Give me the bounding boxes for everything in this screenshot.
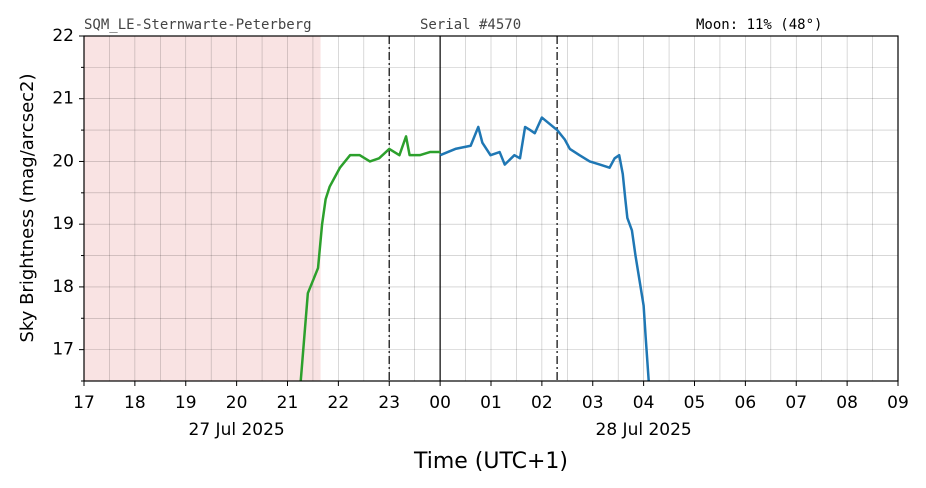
x-tick-label: 07: [785, 393, 807, 413]
moon-label: Moon: 11% (48°): [696, 17, 822, 33]
serial-label: Serial #4570: [420, 17, 521, 33]
x-tick-label: 23: [378, 393, 400, 413]
station-label: SQM_LE-Sternwarte-Peterberg: [84, 17, 312, 33]
date-label: 27 Jul 2025: [189, 420, 285, 440]
x-tick-label: 01: [480, 393, 502, 413]
y-axis-label: Sky Brightness (mag/arcsec2): [17, 73, 38, 342]
y-tick-label: 17: [52, 340, 74, 360]
x-tick-label: 17: [73, 393, 95, 413]
x-tick-label: 05: [684, 393, 706, 413]
x-axis-label: Time (UTC+1): [413, 449, 568, 474]
plot-lines: [299, 116, 650, 381]
twilight-span: [84, 36, 321, 381]
x-tick-label: 03: [582, 393, 604, 413]
y-tick-label: 18: [52, 277, 74, 297]
y-tick-label: 19: [52, 214, 74, 234]
x-tick-label: 09: [887, 393, 909, 413]
y-tick-label: 21: [52, 89, 74, 109]
series-line: [439, 116, 650, 381]
series-line: [299, 135, 441, 381]
y-tick-label: 22: [52, 26, 74, 46]
x-tick-label: 20: [226, 393, 248, 413]
x-tick-label: 18: [124, 393, 146, 413]
x-tick-label: 22: [328, 393, 350, 413]
x-tick-label: 08: [836, 393, 858, 413]
plot-frame: [83, 35, 899, 382]
x-tick-label: 04: [633, 393, 655, 413]
x-tick-label: 21: [277, 393, 299, 413]
x-tick-label: 19: [175, 393, 197, 413]
x-tick-label: 02: [531, 393, 553, 413]
x-tick-label: 06: [735, 393, 757, 413]
date-label: 28 Jul 2025: [596, 420, 692, 440]
y-tick-label: 20: [52, 151, 74, 171]
x-tick-label: 00: [429, 393, 451, 413]
